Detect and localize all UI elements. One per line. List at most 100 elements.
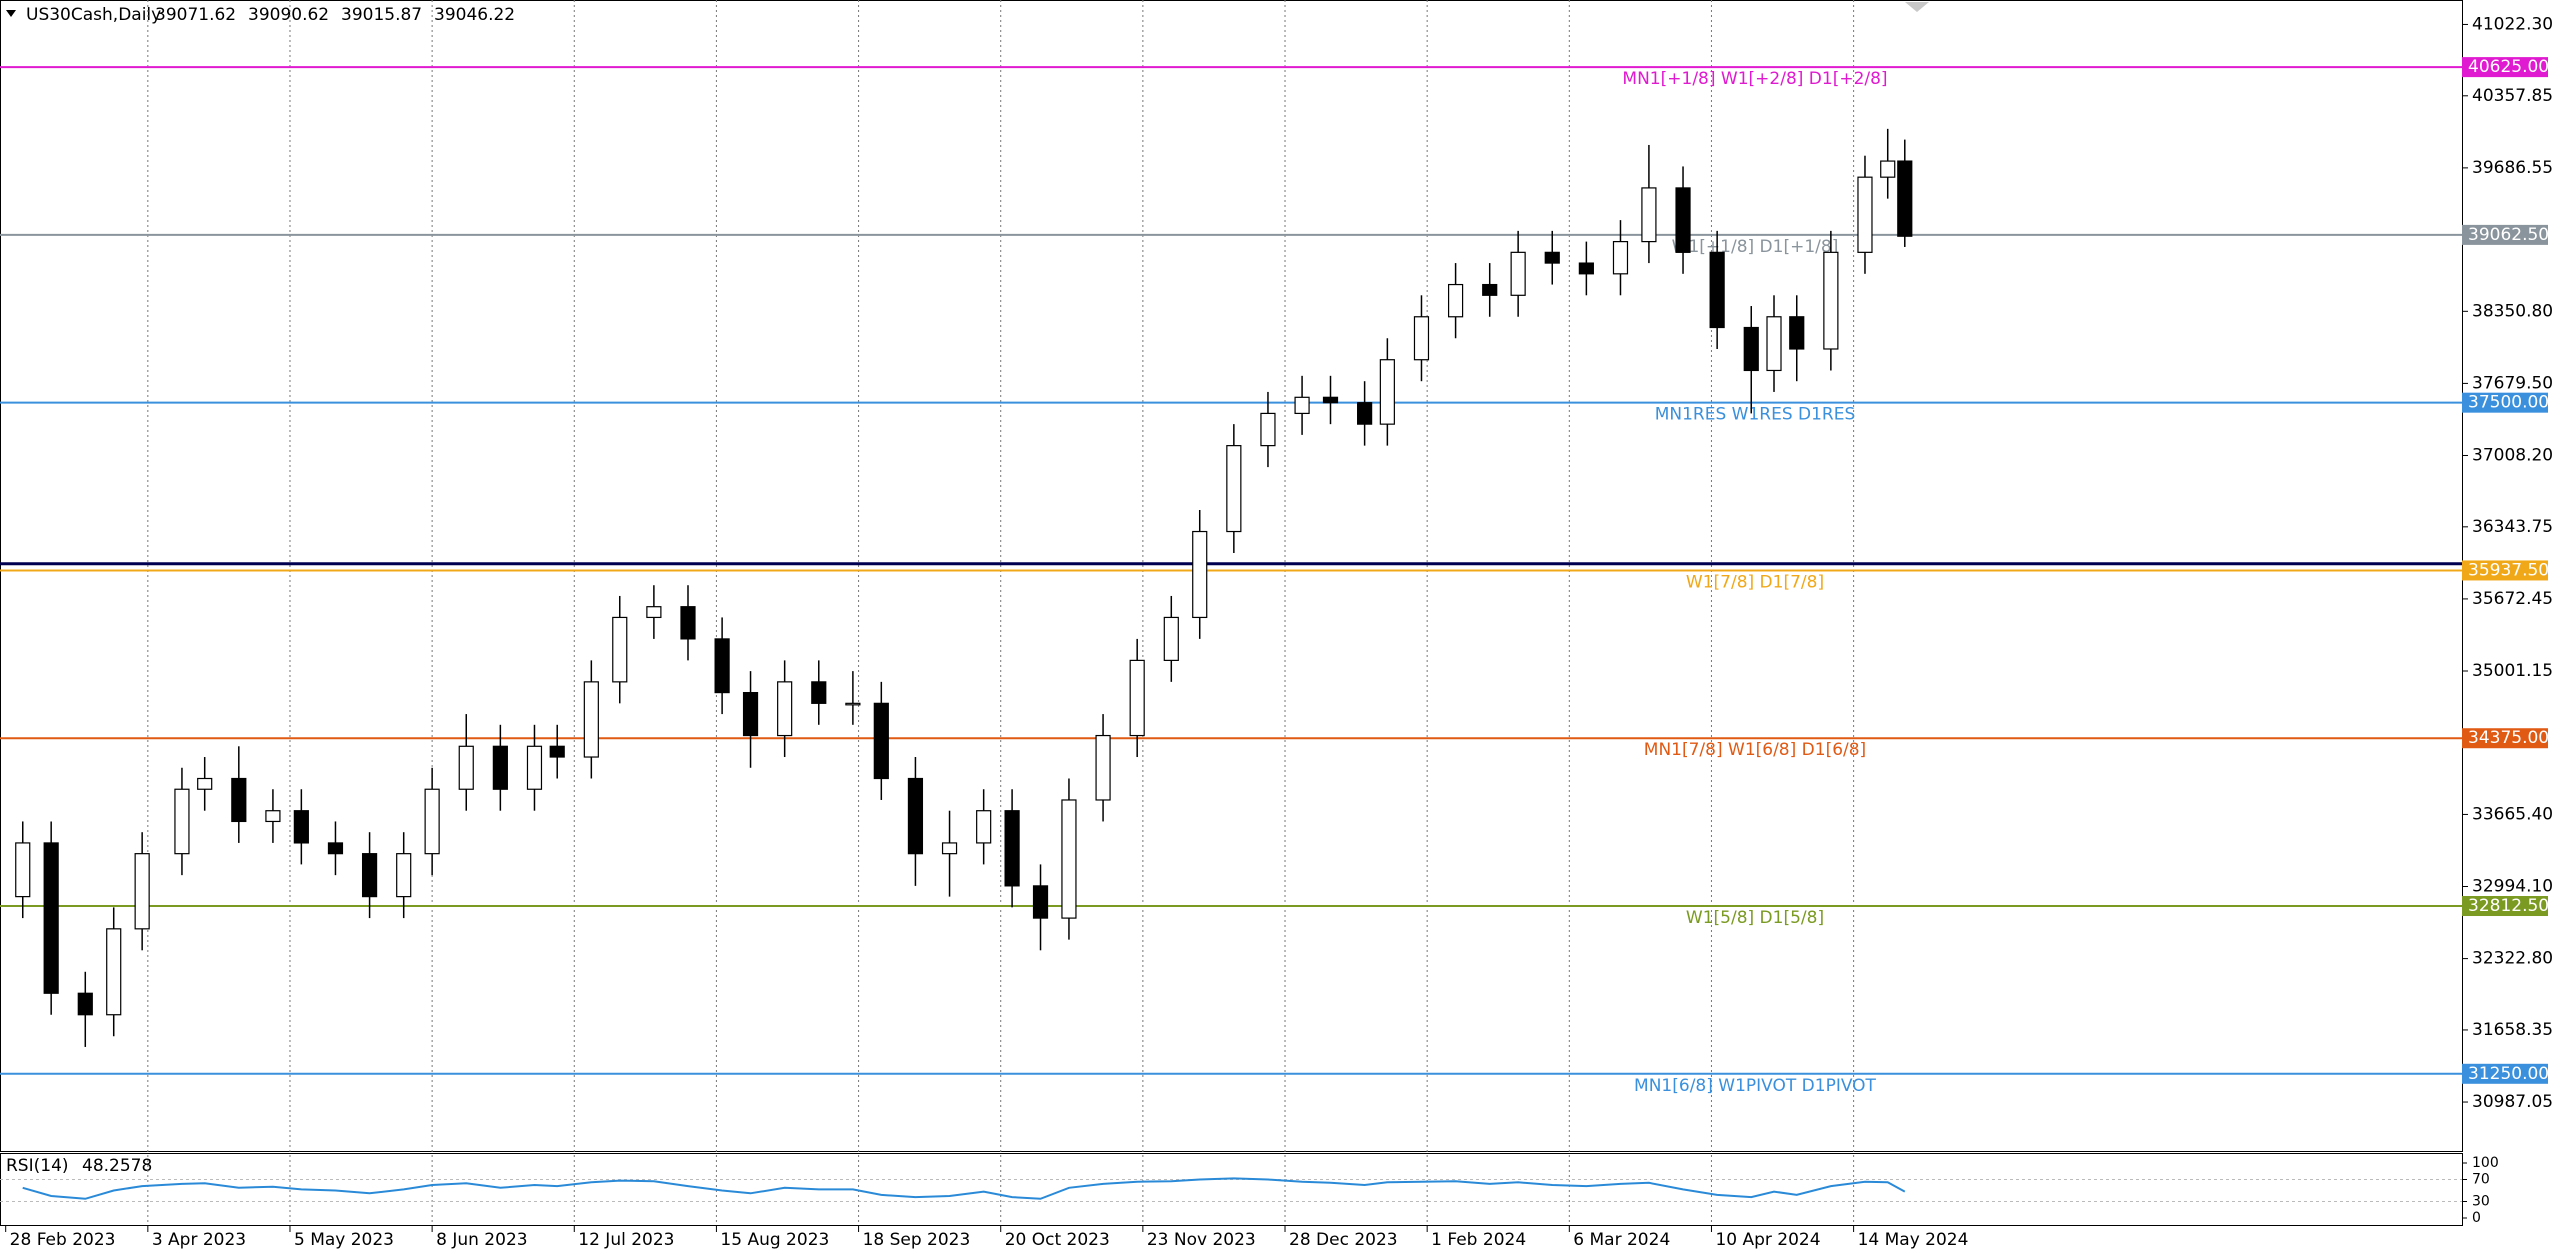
- candle-body: [1857, 176, 1873, 253]
- level-label: W1[+1/8] D1[+1/8]: [1672, 237, 1839, 257]
- header-value: 39071.62: [155, 5, 236, 25]
- price-box: [2462, 896, 2548, 917]
- candle-body: [526, 745, 543, 790]
- candle-body: [714, 638, 730, 694]
- y-tick-label: 39686.55: [2472, 158, 2553, 178]
- rsi-line: [22, 1177, 1906, 1200]
- candle-body: [1379, 359, 1395, 425]
- y-tick-label: 37679.50: [2472, 373, 2553, 393]
- candle-body: [1004, 810, 1020, 887]
- y-tick-label: 38350.80: [2472, 301, 2553, 321]
- candle-body: [1510, 251, 1526, 296]
- collapse-icon[interactable]: [6, 10, 16, 17]
- candle-body: [1766, 316, 1782, 372]
- price-box-label: 34375.00: [2468, 728, 2549, 748]
- x-tick-label: 14 May 2024: [1858, 1230, 1969, 1250]
- x-tick-label: 15 Aug 2023: [720, 1230, 829, 1250]
- candle-body: [1578, 262, 1594, 275]
- y-tick-label: 40357.85: [2472, 86, 2553, 106]
- y-tick-label: 36343.75: [2472, 517, 2553, 537]
- y-tick-label: 32322.80: [2472, 949, 2553, 969]
- candle-body: [1322, 396, 1339, 404]
- candle-body: [1789, 316, 1805, 350]
- candle-body: [1260, 412, 1276, 447]
- candle-body: [396, 853, 412, 898]
- candle-body: [1192, 530, 1208, 619]
- rsi-tick-label: 0: [2472, 1210, 2481, 1226]
- y-tick-label: 30987.05: [2472, 1092, 2553, 1112]
- candle-body: [1226, 445, 1242, 533]
- price-box-label: 35937.50: [2468, 560, 2549, 580]
- candle-body: [1095, 734, 1111, 801]
- rsi-tick-label: 100: [2472, 1155, 2499, 1171]
- candle-body: [612, 616, 628, 683]
- candle-body: [777, 681, 793, 737]
- level-label: MN1[7/8] W1[6/8] D1[6/8]: [1644, 740, 1866, 760]
- candle-body: [1129, 659, 1145, 737]
- candle-body: [458, 745, 474, 790]
- candle-body: [1163, 616, 1179, 661]
- y-tick-label: 32994.10: [2472, 877, 2553, 897]
- y-tick-label: 33665.40: [2472, 804, 2553, 824]
- candle-body: [1823, 251, 1839, 350]
- level-label: MN1RES W1RES D1RES: [1655, 405, 1856, 425]
- price-box-label: 39062.50: [2468, 225, 2549, 245]
- y-tick-label: 41022.30: [2472, 14, 2553, 34]
- candle-body: [1641, 187, 1657, 243]
- candle-body: [1447, 283, 1464, 318]
- candle-body: [1612, 241, 1629, 275]
- candle-body: [646, 606, 662, 619]
- level-label: W1[5/8] D1[5/8]: [1686, 908, 1824, 928]
- x-tick-label: 5 May 2023: [294, 1230, 394, 1250]
- rsi-last: 48.2578: [82, 1156, 152, 1176]
- candle-body: [811, 681, 827, 704]
- candle-body: [134, 853, 150, 930]
- price-box: [2462, 224, 2548, 245]
- y-tick-label: 35001.15: [2472, 661, 2553, 681]
- price-box: [2462, 728, 2548, 749]
- candle-body: [106, 928, 122, 1016]
- candle-body: [941, 842, 958, 855]
- candle-body: [327, 842, 344, 855]
- candle-body: [15, 842, 31, 898]
- x-tick-label: 10 Apr 2024: [1715, 1230, 1820, 1250]
- candle-body: [1032, 885, 1049, 919]
- candle-body: [424, 788, 440, 855]
- candle-body: [1675, 187, 1691, 253]
- price-box-label: 40625.00: [2468, 57, 2549, 77]
- price-box: [2462, 392, 2548, 413]
- x-tick-label: 1 Feb 2024: [1431, 1230, 1526, 1250]
- price-box: [2462, 1063, 2548, 1084]
- candle-body: [231, 777, 247, 823]
- candle-body: [680, 606, 696, 640]
- shift-marker: [1905, 2, 1929, 12]
- rsi-tick-label: 30: [2472, 1194, 2490, 1210]
- candle-body: [873, 702, 889, 780]
- x-tick-label: 6 Mar 2024: [1573, 1230, 1670, 1250]
- x-tick-label: 8 Jun 2023: [436, 1230, 527, 1250]
- candle-body: [1357, 402, 1373, 425]
- chart-title: US30Cash,Daily: [26, 5, 161, 25]
- candle-body: [174, 788, 190, 855]
- price-box-label: 31250.00: [2468, 1064, 2549, 1084]
- rsi-frame: [0, 1153, 2463, 1226]
- candle-body: [907, 777, 924, 855]
- rsi-name: RSI(14): [6, 1156, 69, 1176]
- candle-body: [976, 810, 992, 844]
- header-value: 39046.22: [434, 5, 515, 25]
- candle-body: [197, 777, 213, 790]
- candle-body: [1709, 251, 1725, 329]
- candle-body: [1294, 396, 1310, 415]
- candle-body: [583, 681, 599, 758]
- candle-body: [1880, 160, 1896, 178]
- level-label: MN1[6/8] W1PIVOT D1PIVOT: [1634, 1076, 1877, 1096]
- candle-body: [265, 810, 281, 823]
- y-tick-label: 35672.45: [2472, 589, 2553, 609]
- price-box-label: 37500.00: [2468, 393, 2549, 413]
- candle-body: [742, 691, 759, 737]
- header-value: 39015.87: [341, 5, 422, 25]
- x-tick-label: 23 Nov 2023: [1147, 1230, 1256, 1250]
- candle-body: [43, 842, 59, 994]
- price-box: [2462, 57, 2548, 78]
